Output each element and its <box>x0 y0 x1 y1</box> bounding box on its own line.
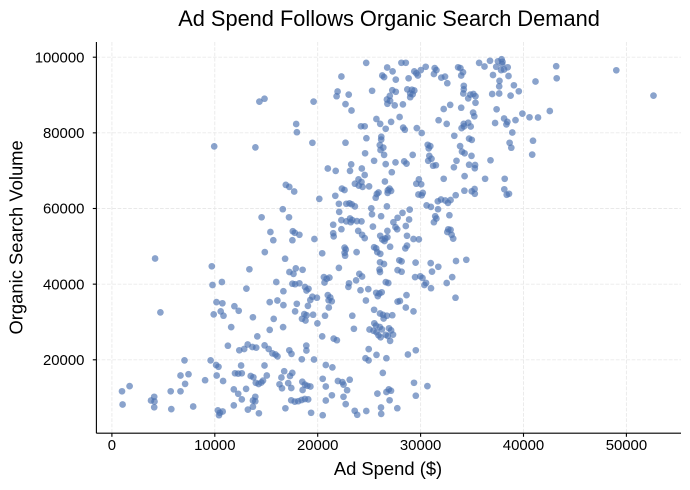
svg-text:60000: 60000 <box>43 202 84 218</box>
svg-text:50000: 50000 <box>606 438 647 454</box>
svg-text:Ad Spend Follows Organic Searc: Ad Spend Follows Organic Search Demand <box>178 6 600 31</box>
svg-text:40000: 40000 <box>43 277 84 293</box>
svg-text:0: 0 <box>108 438 116 454</box>
svg-text:20000: 20000 <box>297 438 338 454</box>
svg-text:100000: 100000 <box>35 50 85 66</box>
svg-text:10000: 10000 <box>194 438 235 454</box>
svg-text:30000: 30000 <box>400 438 441 454</box>
svg-text:20000: 20000 <box>43 353 84 369</box>
svg-text:Ad Spend ($): Ad Spend ($) <box>334 458 442 479</box>
svg-text:40000: 40000 <box>503 438 544 454</box>
svg-text:Organic Search Volume: Organic Search Volume <box>5 140 26 334</box>
svg-text:80000: 80000 <box>43 126 84 142</box>
